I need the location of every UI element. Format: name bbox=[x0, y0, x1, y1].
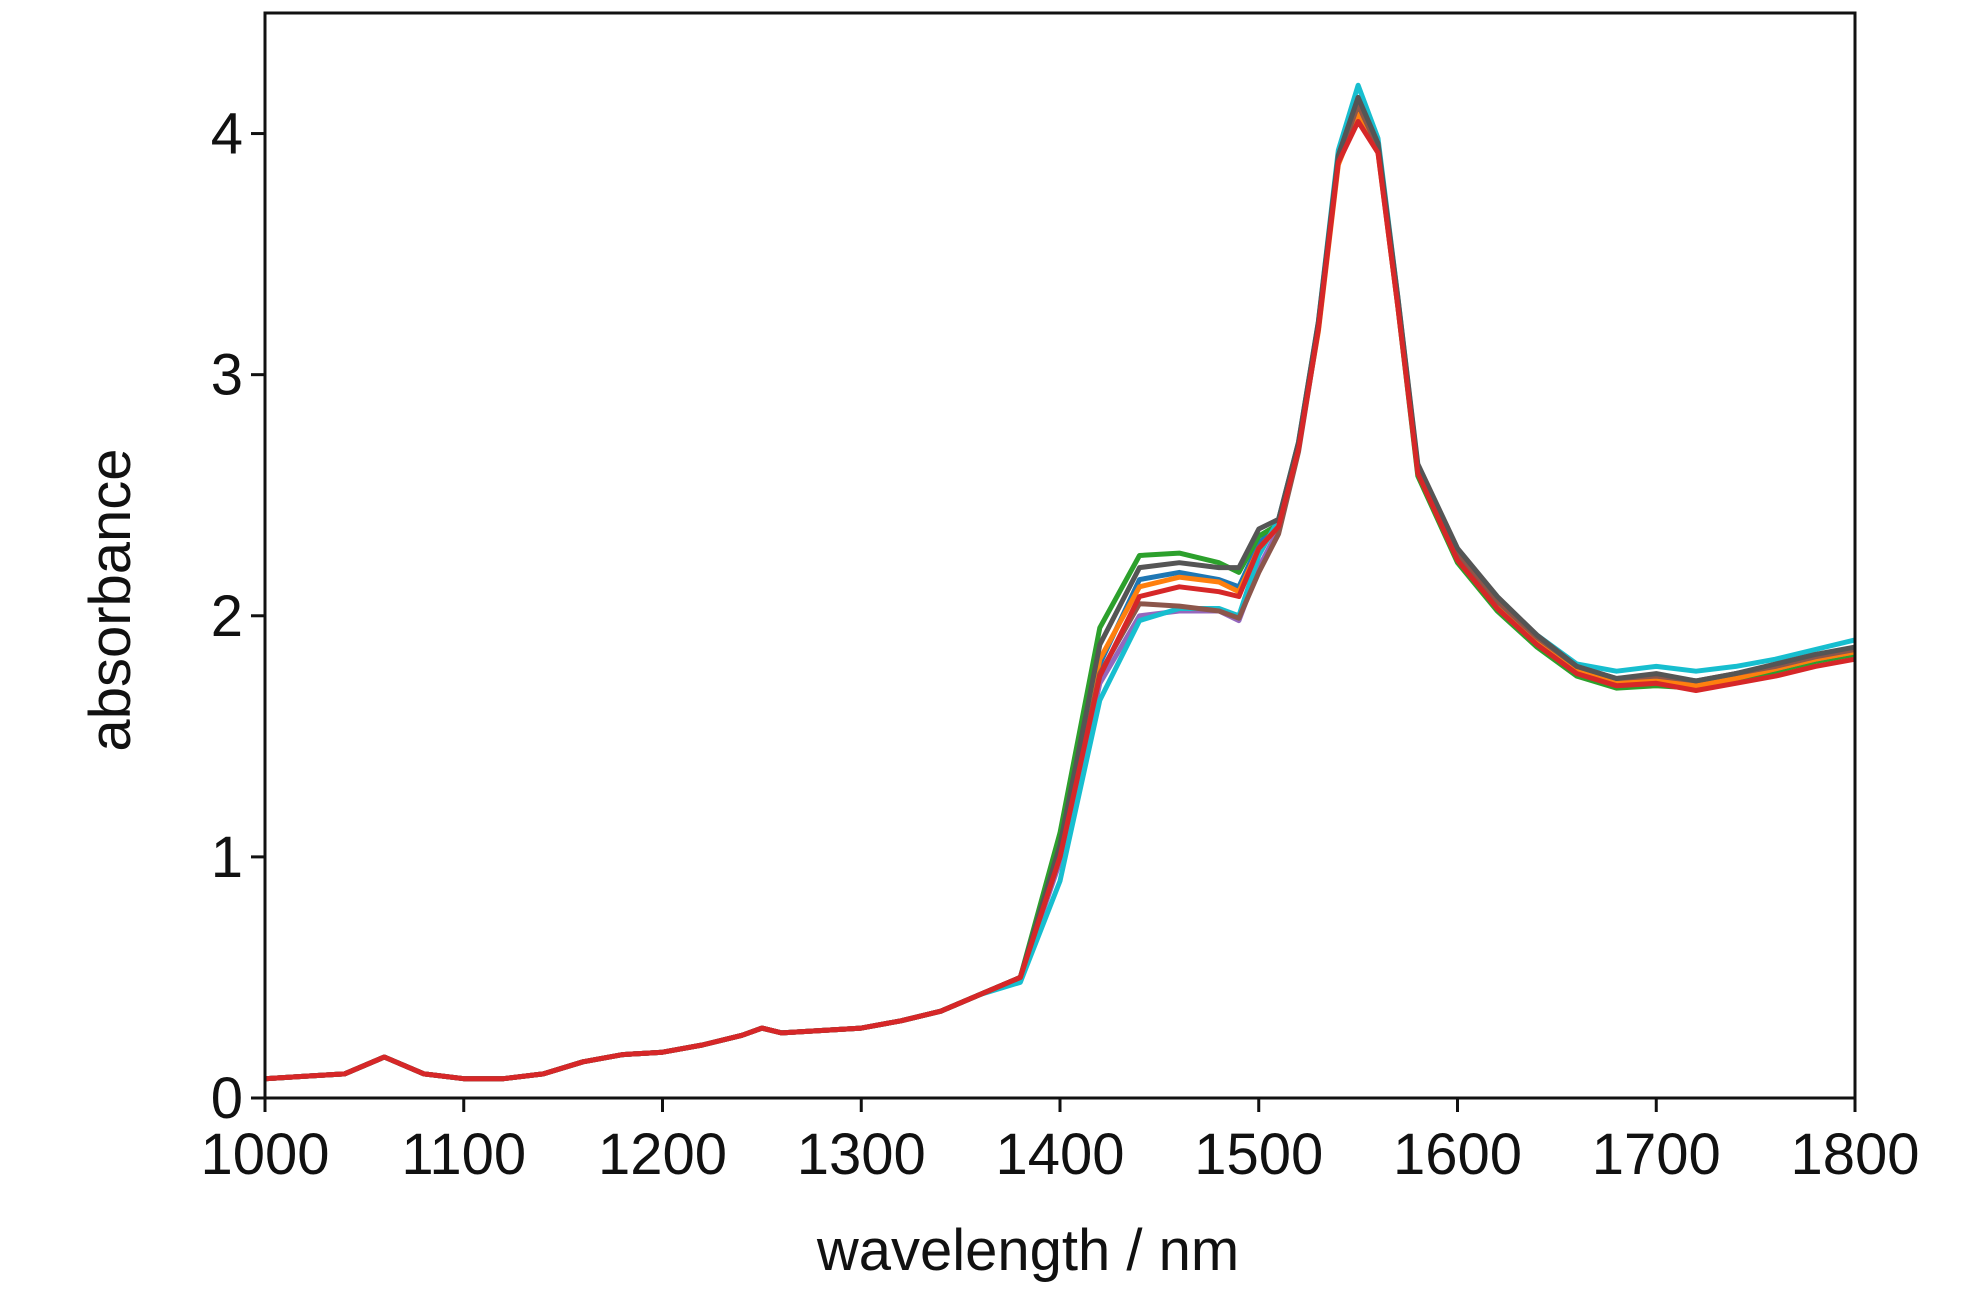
spectrum-line bbox=[264, 111, 1856, 1082]
y-tick-label: 0 bbox=[211, 1066, 243, 1131]
y-tick-label: 2 bbox=[211, 584, 243, 649]
spectrum-line bbox=[264, 102, 1856, 1082]
x-axis-label: wavelength / nm bbox=[816, 1218, 1239, 1283]
x-tick-label: 1300 bbox=[797, 1122, 926, 1187]
y-tick-label: 1 bbox=[211, 825, 243, 890]
spectrum-line bbox=[264, 97, 1856, 1082]
x-tick-label: 1500 bbox=[1194, 1122, 1323, 1187]
plot-frame bbox=[263, 11, 1857, 1100]
x-tick-label: 1100 bbox=[401, 1122, 526, 1187]
spectrum-line bbox=[264, 119, 1856, 1082]
x-tick-label: 1000 bbox=[200, 1122, 329, 1187]
spectrum-line bbox=[264, 94, 1856, 1082]
y-axis-label: absorbance bbox=[78, 448, 143, 751]
x-tick-label: 1600 bbox=[1393, 1122, 1522, 1187]
x-tick-label: 1200 bbox=[598, 1122, 727, 1187]
x-tick-label: 1700 bbox=[1592, 1122, 1721, 1187]
spectrum-line bbox=[264, 106, 1856, 1082]
x-tick-label: 1400 bbox=[995, 1122, 1124, 1187]
spectrum-line bbox=[264, 94, 1856, 1082]
x-tick-label: 1800 bbox=[1790, 1122, 1919, 1187]
y-tick-label: 4 bbox=[211, 102, 243, 167]
spectrum-line bbox=[264, 82, 1856, 1082]
y-tick-label: 3 bbox=[211, 343, 243, 408]
